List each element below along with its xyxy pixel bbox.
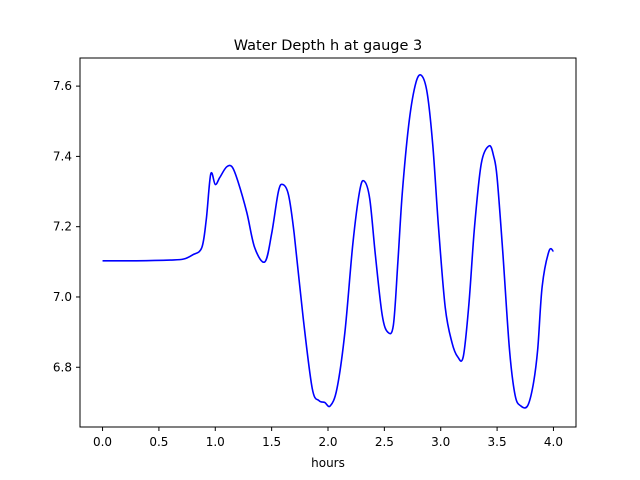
- x-tick-label: 4.0: [544, 435, 563, 449]
- series-line-0: [102, 74, 554, 409]
- y-tick-label: 7.0: [53, 290, 72, 304]
- x-tick-label: 2.0: [318, 435, 337, 449]
- x-tick-label: 0.5: [149, 435, 168, 449]
- x-tick-label: 1.0: [206, 435, 225, 449]
- x-tick-label: 1.5: [262, 435, 281, 449]
- y-tick-label: 7.6: [53, 79, 72, 93]
- x-tick-label: 0.0: [93, 435, 112, 449]
- y-tick-label: 7.2: [53, 220, 72, 234]
- x-tick-label: 2.5: [375, 435, 394, 449]
- y-tick-label: 7.4: [53, 149, 72, 163]
- x-tick-label: 3.0: [431, 435, 450, 449]
- x-tick-label: 3.5: [488, 435, 507, 449]
- x-axis-label: hours: [311, 456, 345, 470]
- y-tick-label: 6.8: [53, 360, 72, 374]
- chart-title: Water Depth h at gauge 3: [234, 38, 422, 54]
- plot-area: 0.0 0.5 1.0 1.5 2.0 2.5 3.0 3.5 4.0 6.8 7.0 7.2 7.4 7…: [53, 57, 577, 449]
